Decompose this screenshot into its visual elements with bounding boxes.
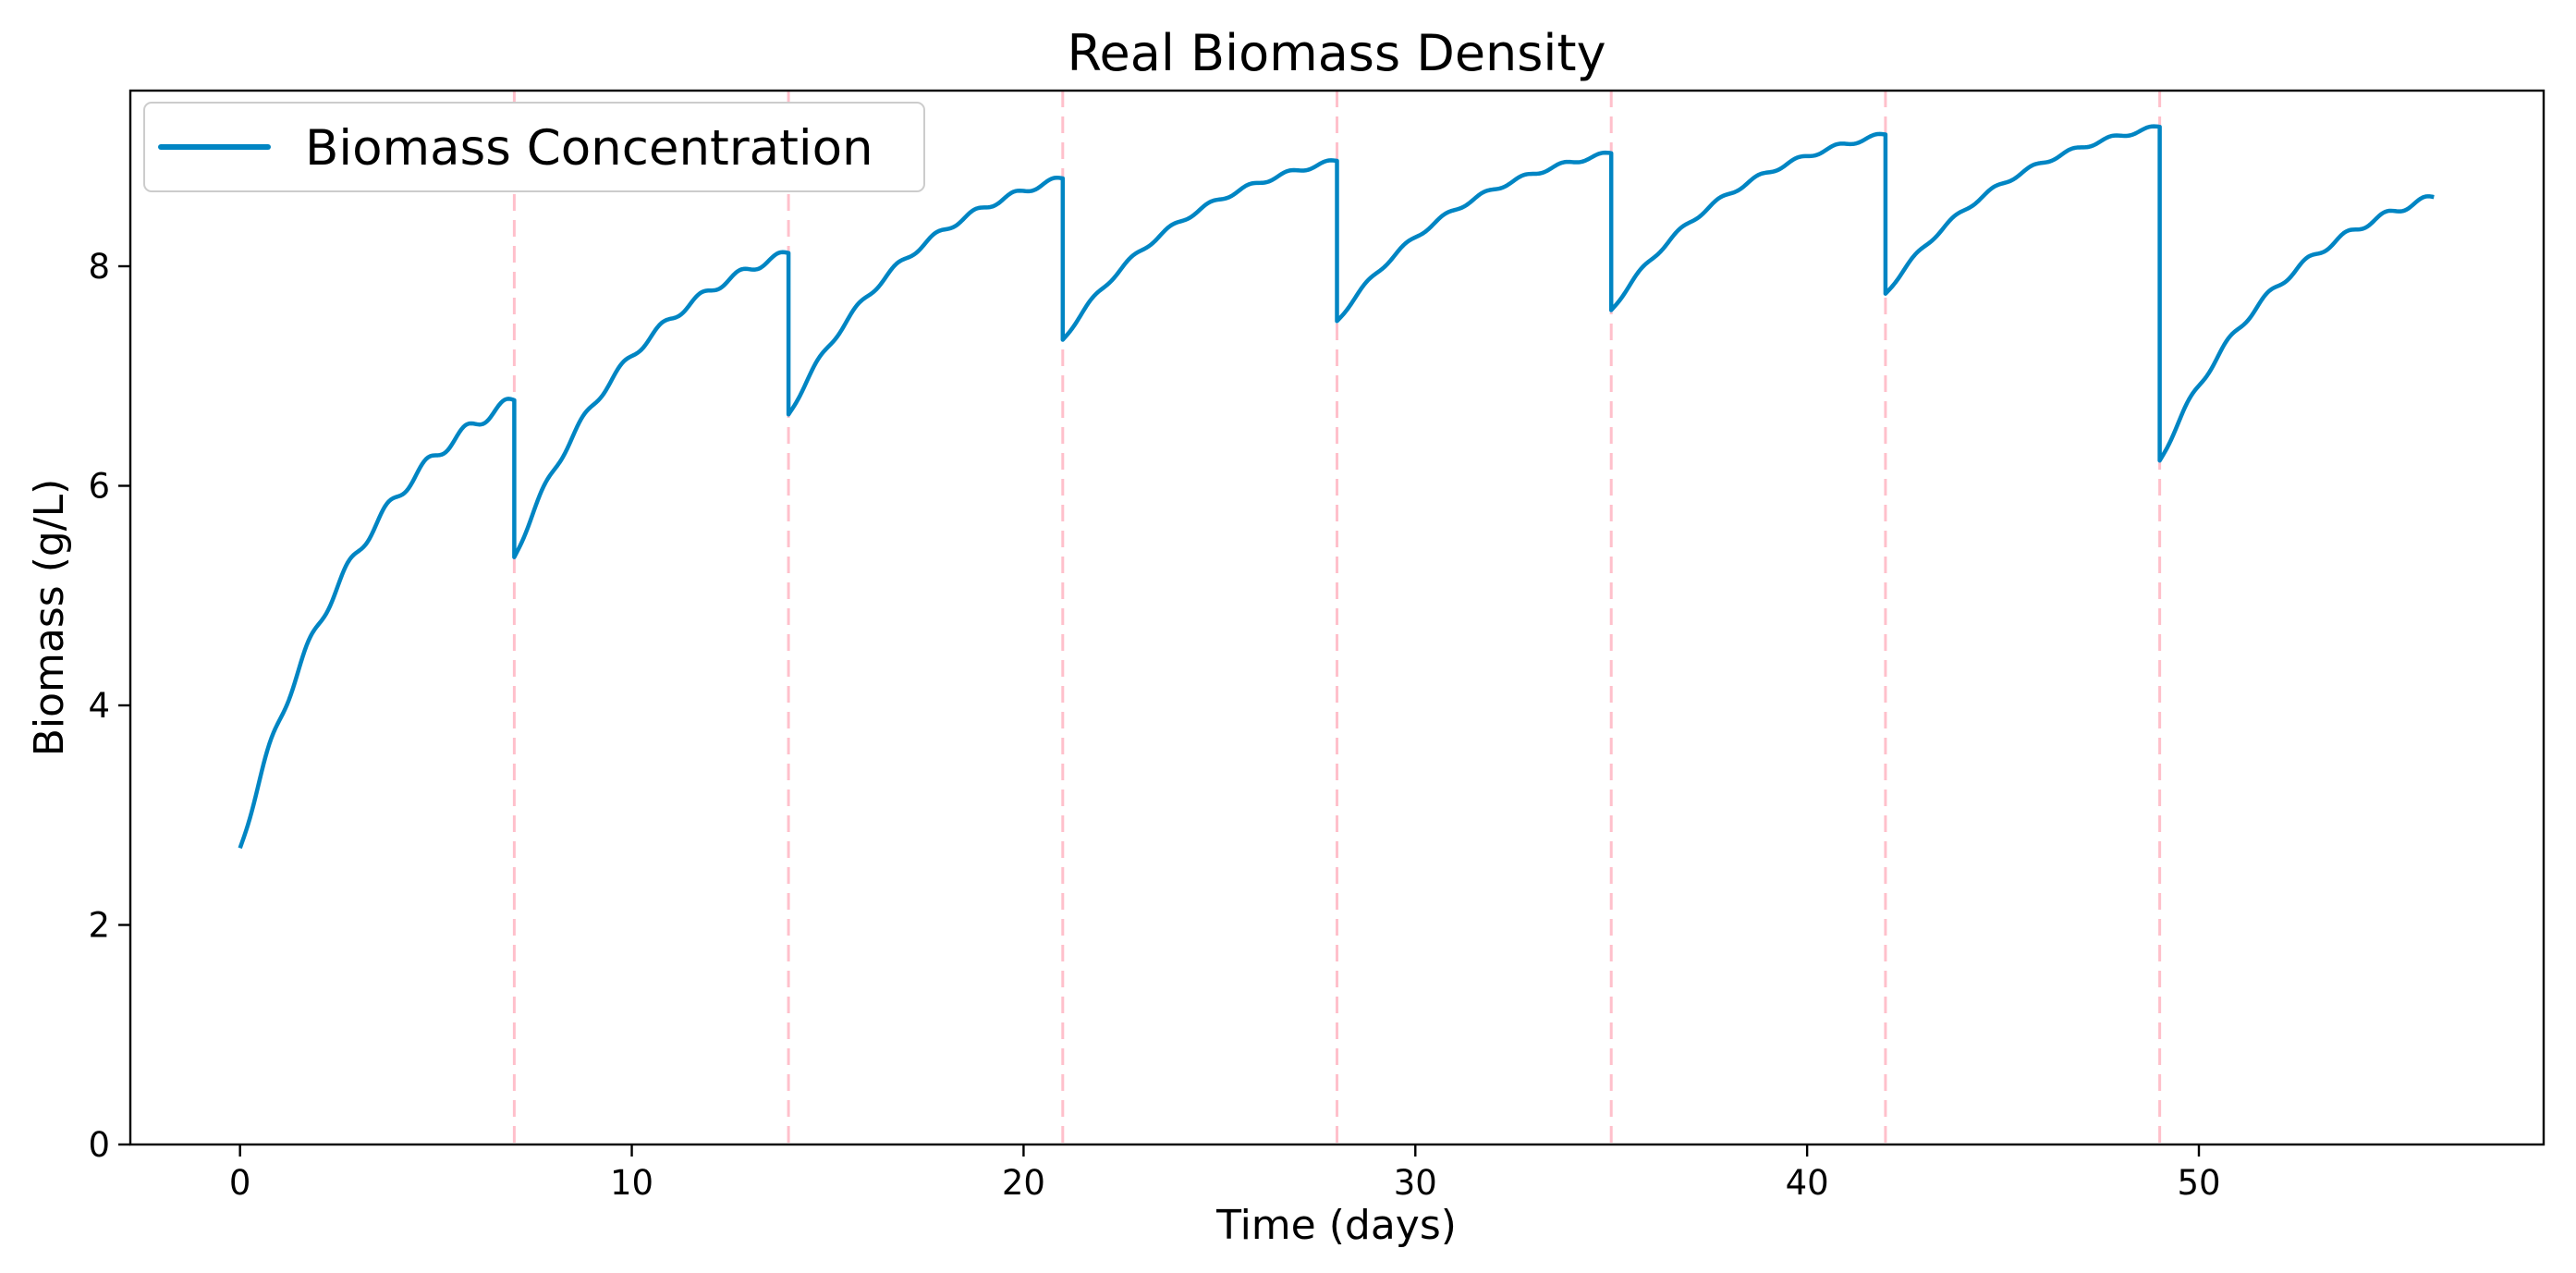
- x-axis-label: Time (days): [1215, 1202, 1457, 1249]
- chart-title: Real Biomass Density: [1067, 24, 1605, 82]
- y-tick-label: 8: [88, 247, 110, 287]
- y-tick-label: 0: [88, 1125, 110, 1165]
- y-tick-label: 2: [88, 906, 110, 946]
- x-tick-label: 0: [229, 1163, 251, 1203]
- legend: Biomass Concentration: [143, 102, 925, 192]
- series-layer: [238, 124, 2435, 850]
- harvest-markers: [512, 91, 2162, 1144]
- plot-frame: [128, 89, 2545, 1146]
- legend-box: [143, 102, 925, 192]
- y-axis-label: Biomass (g/L): [26, 479, 73, 757]
- x-tick-label: 30: [1394, 1163, 1437, 1203]
- x-tick-label: 20: [1002, 1163, 1045, 1203]
- legend-label: Biomass Concentration: [305, 120, 873, 177]
- y-tick-label: 4: [88, 686, 110, 726]
- x-tick-label: 10: [610, 1163, 653, 1203]
- y-tick-label: 6: [88, 467, 110, 507]
- biomass-series-line: [238, 124, 2435, 850]
- x-tick-label: 50: [2177, 1163, 2220, 1203]
- x-tick-label: 40: [1786, 1163, 1829, 1203]
- axis-ticks: 0 10 20 30 40 50 0 2 4 6 8: [88, 247, 2220, 1203]
